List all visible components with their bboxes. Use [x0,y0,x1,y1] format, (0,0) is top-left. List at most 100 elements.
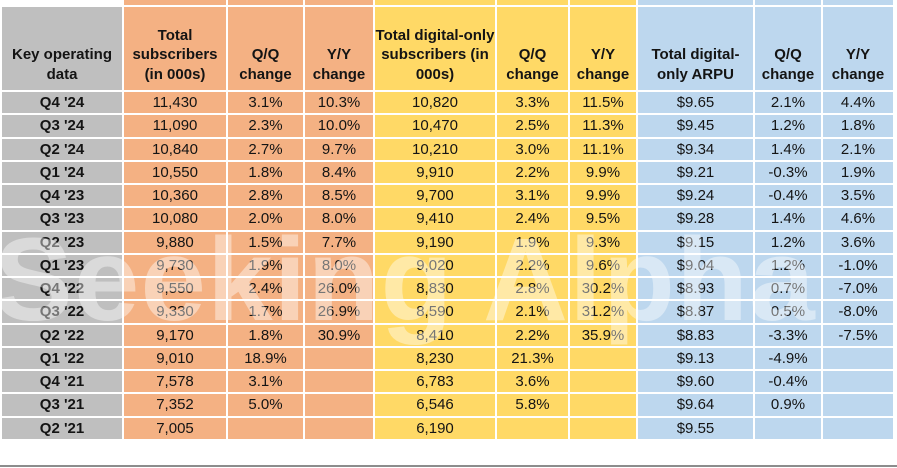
header-cell-digital-subscribers-yy[interactable]: Y/Y change [570,7,636,90]
data-cell[interactable]: 9.7% [305,138,373,160]
data-cell[interactable] [755,417,821,439]
data-cell[interactable]: 2.4% [228,278,303,300]
row-label-cell[interactable]: Q3 '24 [2,115,122,137]
row-label-cell[interactable]: Q3 '23 [2,208,122,230]
data-cell[interactable]: -4.9% [755,347,821,369]
data-cell[interactable] [570,371,636,393]
data-cell[interactable]: 1.9% [497,231,568,253]
data-cell[interactable]: $9.15 [638,231,753,253]
data-cell[interactable]: 31.2% [570,301,636,323]
data-cell[interactable] [497,417,568,439]
data-cell[interactable]: $8.87 [638,301,753,323]
data-cell[interactable]: 7,352 [124,394,226,416]
data-cell[interactable]: 7,578 [124,371,226,393]
data-cell[interactable]: 0.9% [755,394,821,416]
data-cell[interactable]: $9.13 [638,347,753,369]
data-cell[interactable]: 9.3% [570,231,636,253]
row-label-cell[interactable]: Q1 '22 [2,347,122,369]
data-cell[interactable]: 5.8% [497,394,568,416]
data-cell[interactable]: $8.83 [638,324,753,346]
data-cell[interactable]: 7,005 [124,417,226,439]
header-cell-total-subscribers-qq[interactable]: Q/Q change [228,7,303,90]
data-cell[interactable]: 3.3% [497,92,568,114]
data-cell[interactable]: 8.0% [305,208,373,230]
data-cell[interactable]: 2.7% [228,138,303,160]
data-cell[interactable]: 9,880 [124,231,226,253]
data-cell[interactable]: $9.45 [638,115,753,137]
data-cell[interactable]: 3.5% [823,185,893,207]
data-cell[interactable] [570,417,636,439]
row-label-cell[interactable]: Q3 '21 [2,394,122,416]
data-cell[interactable]: $9.60 [638,371,753,393]
data-cell[interactable]: 10,360 [124,185,226,207]
header-cell-total-subscribers-yy[interactable]: Y/Y change [305,7,373,90]
row-label-cell[interactable]: Q1 '23 [2,254,122,276]
row-label-cell[interactable]: Q4 '24 [2,92,122,114]
data-cell[interactable]: $9.21 [638,161,753,183]
data-cell[interactable]: 1.9% [823,161,893,183]
data-cell[interactable]: 2.2% [497,324,568,346]
data-cell[interactable]: 35.9% [570,324,636,346]
data-cell[interactable]: 3.6% [823,231,893,253]
data-cell[interactable]: 1.5% [228,231,303,253]
data-cell[interactable]: $9.28 [638,208,753,230]
data-cell[interactable]: 9,020 [375,254,495,276]
data-cell[interactable]: 9,550 [124,278,226,300]
data-cell[interactable]: 2.8% [497,278,568,300]
data-cell[interactable]: 2.5% [497,115,568,137]
data-cell[interactable]: 18.9% [228,347,303,369]
data-cell[interactable]: -1.0% [823,254,893,276]
data-cell[interactable]: -0.4% [755,371,821,393]
data-cell[interactable]: -7.5% [823,324,893,346]
data-cell[interactable]: 11,430 [124,92,226,114]
data-cell[interactable] [305,347,373,369]
data-cell[interactable]: 0.5% [755,301,821,323]
header-cell-digital-subscribers[interactable]: Total digital-only subscribers (in 000s) [375,7,495,90]
data-cell[interactable]: 11.3% [570,115,636,137]
data-cell[interactable] [570,394,636,416]
data-cell[interactable]: 8.5% [305,185,373,207]
data-cell[interactable]: 2.2% [497,161,568,183]
data-cell[interactable]: 9,910 [375,161,495,183]
header-cell-digital-arpu[interactable]: Total digital-only ARPU [638,7,753,90]
data-cell[interactable]: $9.55 [638,417,753,439]
data-cell[interactable]: 10.3% [305,92,373,114]
data-cell[interactable]: 2.1% [497,301,568,323]
data-cell[interactable]: -8.0% [823,301,893,323]
data-cell[interactable]: 9,190 [375,231,495,253]
data-cell[interactable]: $9.24 [638,185,753,207]
data-cell[interactable]: 8,410 [375,324,495,346]
data-cell[interactable]: 26.0% [305,278,373,300]
data-cell[interactable]: 9.9% [570,161,636,183]
data-cell[interactable]: 3.0% [497,138,568,160]
data-cell[interactable] [823,371,893,393]
row-label-cell[interactable]: Q4 '21 [2,371,122,393]
data-cell[interactable]: 3.1% [228,92,303,114]
data-cell[interactable]: 2.1% [755,92,821,114]
data-cell[interactable]: 9,700 [375,185,495,207]
data-cell[interactable] [823,347,893,369]
data-cell[interactable]: 8,830 [375,278,495,300]
data-cell[interactable]: 9,330 [124,301,226,323]
data-cell[interactable]: 1.4% [755,138,821,160]
data-cell[interactable]: 8,590 [375,301,495,323]
row-label-cell[interactable]: Q2 '23 [2,231,122,253]
row-label-cell[interactable]: Q3 '22 [2,301,122,323]
data-cell[interactable]: 9.6% [570,254,636,276]
data-cell[interactable]: $9.65 [638,92,753,114]
data-cell[interactable]: 2.0% [228,208,303,230]
data-cell[interactable]: 10,210 [375,138,495,160]
data-cell[interactable]: 8.4% [305,161,373,183]
data-cell[interactable]: 10,840 [124,138,226,160]
data-cell[interactable]: 4.6% [823,208,893,230]
data-cell[interactable]: 10,080 [124,208,226,230]
data-cell[interactable] [570,347,636,369]
data-cell[interactable]: 7.7% [305,231,373,253]
data-cell[interactable]: 1.9% [228,254,303,276]
data-cell[interactable]: 1.8% [228,324,303,346]
data-cell[interactable] [305,394,373,416]
data-cell[interactable]: 3.6% [497,371,568,393]
data-cell[interactable]: 2.3% [228,115,303,137]
data-cell[interactable]: 3.1% [497,185,568,207]
data-cell[interactable]: 10,470 [375,115,495,137]
